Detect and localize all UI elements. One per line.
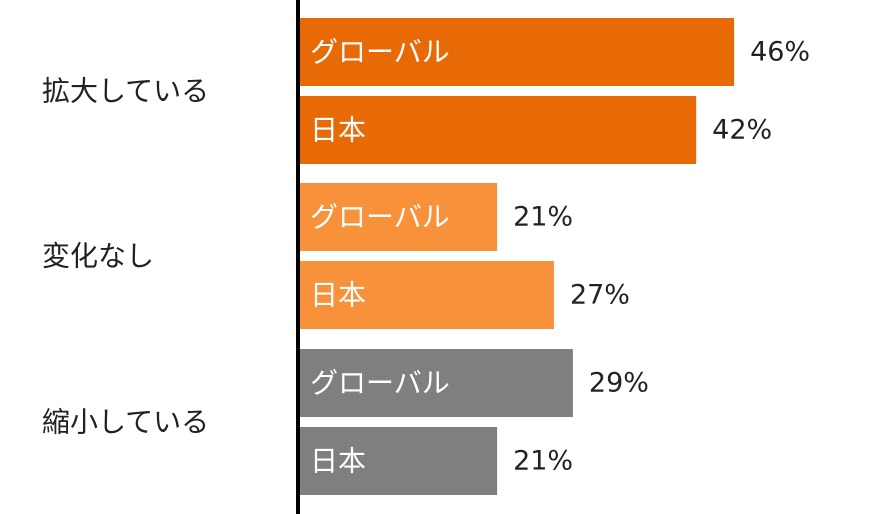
value-label-2-global: 29% [589, 368, 649, 399]
bar-label-0-japan: 日本 [310, 114, 366, 147]
bar-label-0-global: グローバル [310, 36, 450, 69]
value-label-2-japan: 21% [513, 446, 573, 477]
bar-label-2-japan: 日本 [310, 445, 366, 478]
bar-1-global [298, 183, 498, 251]
bar-0-global [298, 18, 735, 86]
bar-label-1-japan: 日本 [310, 279, 366, 312]
value-label-1-global: 21% [513, 202, 573, 233]
value-label-1-japan: 27% [570, 280, 630, 311]
category-label-1: 変化なし [42, 240, 154, 273]
bar-2-global [298, 349, 573, 417]
bar-0-japan [298, 96, 697, 164]
category-label-2: 縮小している [42, 406, 209, 439]
bar-2-japan [298, 427, 498, 495]
bar-label-1-global: グローバル [310, 201, 450, 234]
category-label-0: 拡大している [42, 75, 209, 108]
bar-1-japan [298, 261, 554, 329]
bar-label-2-global: グローバル [310, 367, 450, 400]
value-label-0-japan: 42% [712, 115, 772, 146]
value-label-0-global: 46% [750, 37, 810, 68]
